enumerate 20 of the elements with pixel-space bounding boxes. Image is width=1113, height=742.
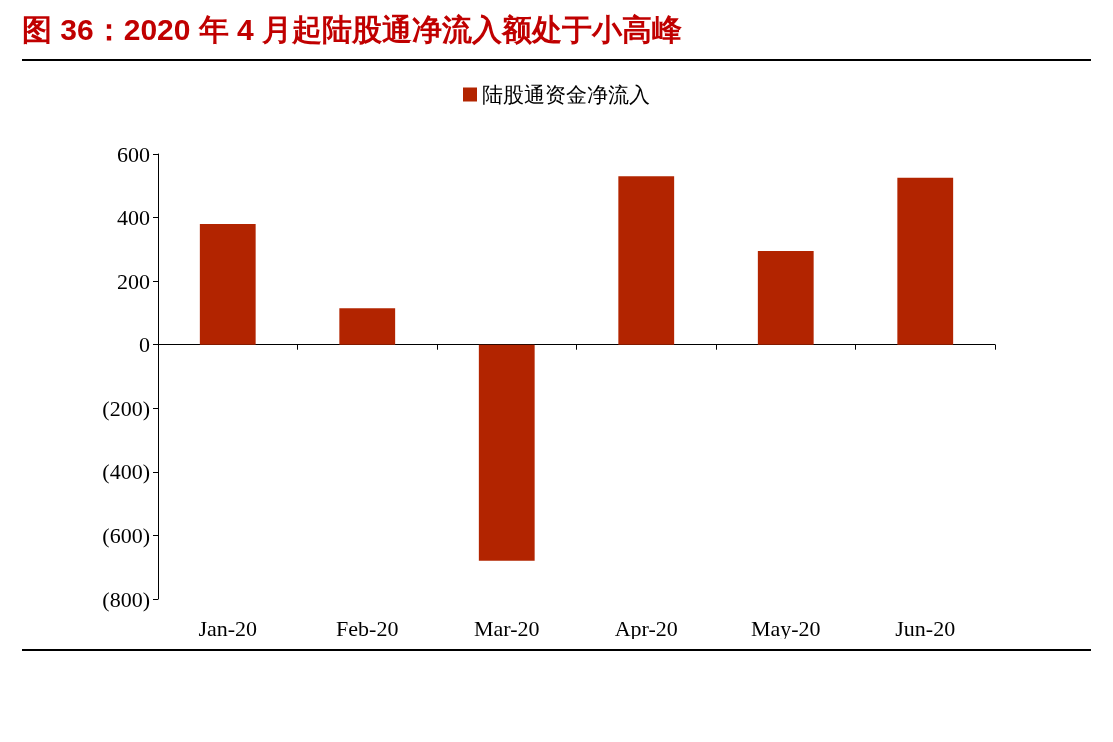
y-tick-label: 0 — [139, 332, 150, 358]
legend-label: 陆股通资金净流入 — [482, 82, 650, 107]
y-tick-label: (200) — [102, 395, 150, 421]
bar — [618, 176, 675, 345]
bar — [339, 308, 396, 345]
x-tick-label: Mar-20 — [473, 615, 540, 641]
y-tick-label: 200 — [117, 268, 150, 294]
y-tick-label: (400) — [102, 459, 150, 485]
bar — [478, 344, 535, 561]
x-tick-label: Feb-20 — [336, 615, 399, 641]
y-tick-label: (600) — [102, 522, 150, 548]
x-tick-label: Jan-20 — [198, 615, 258, 641]
y-tick-label: 400 — [117, 205, 150, 231]
y-tick-label: (800) — [102, 586, 150, 612]
bar — [897, 177, 954, 345]
bar — [199, 223, 256, 345]
chart-title: 图 36：2020 年 4 月起陆股通净流入额处于小高峰 — [21, 12, 684, 48]
bar — [757, 250, 814, 345]
y-tick-label: 600 — [117, 141, 150, 167]
x-tick-label: Jun-20 — [895, 615, 956, 641]
